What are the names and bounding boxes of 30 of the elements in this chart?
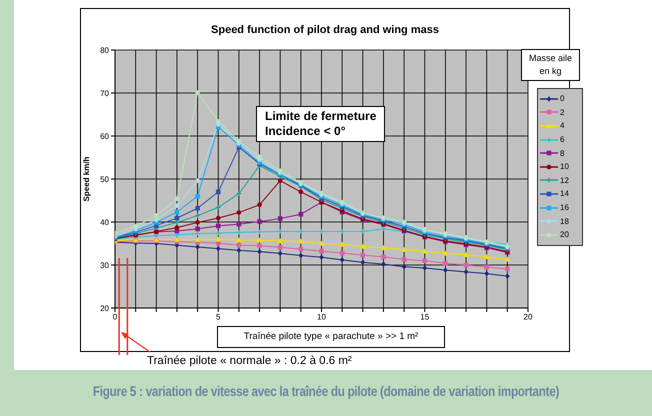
- y-tick-label: 80: [100, 46, 110, 55]
- legend-label: 2: [560, 108, 564, 117]
- y-tick-label: 30: [100, 260, 110, 270]
- legend-label: 6: [560, 135, 564, 144]
- legend-label: 10: [560, 162, 569, 172]
- x-tick-label: 10: [317, 312, 326, 322]
- x-tick-label: 20: [524, 312, 533, 322]
- x-tick-label: 0: [112, 312, 118, 322]
- text: Traînée pilote type « parachute » >> 1 m²: [217, 326, 445, 348]
- legend-label: 4: [560, 121, 564, 130]
- y-tick-label: 70: [100, 88, 110, 98]
- chart-title: Speed function of pilot drag and wing mass: [210, 24, 440, 36]
- legend-label: 12: [560, 176, 569, 185]
- legend-label: 14: [560, 189, 569, 198]
- annotation: Limite de fermeture Incidence < 0°: [265, 109, 376, 139]
- x-tick-label: 15: [420, 312, 430, 322]
- y-tick-label: 20: [100, 304, 110, 313]
- legend-label: 16: [560, 203, 569, 212]
- legend-label: 18: [560, 216, 569, 226]
- y-tick-label: 40: [100, 218, 110, 227]
- legend-label: 0: [560, 94, 564, 104]
- y-axis-title: Speed km/h: [82, 156, 91, 202]
- text: Traînée pilote « normale » : 0.2 à 0.6 m²: [147, 355, 352, 367]
- caption: Figure 5 : variation de vitesse avec la traînée du pilote (domaine de variation importante): [92, 383, 560, 399]
- y-tick-label: 50: [100, 174, 110, 184]
- x-tick-label: 5: [216, 312, 222, 322]
- legend-label: 8: [560, 148, 564, 158]
- legend-title: Masse aile en kg: [521, 49, 580, 81]
- y-tick-label: 60: [100, 132, 110, 141]
- legend-label: 20: [560, 230, 569, 240]
